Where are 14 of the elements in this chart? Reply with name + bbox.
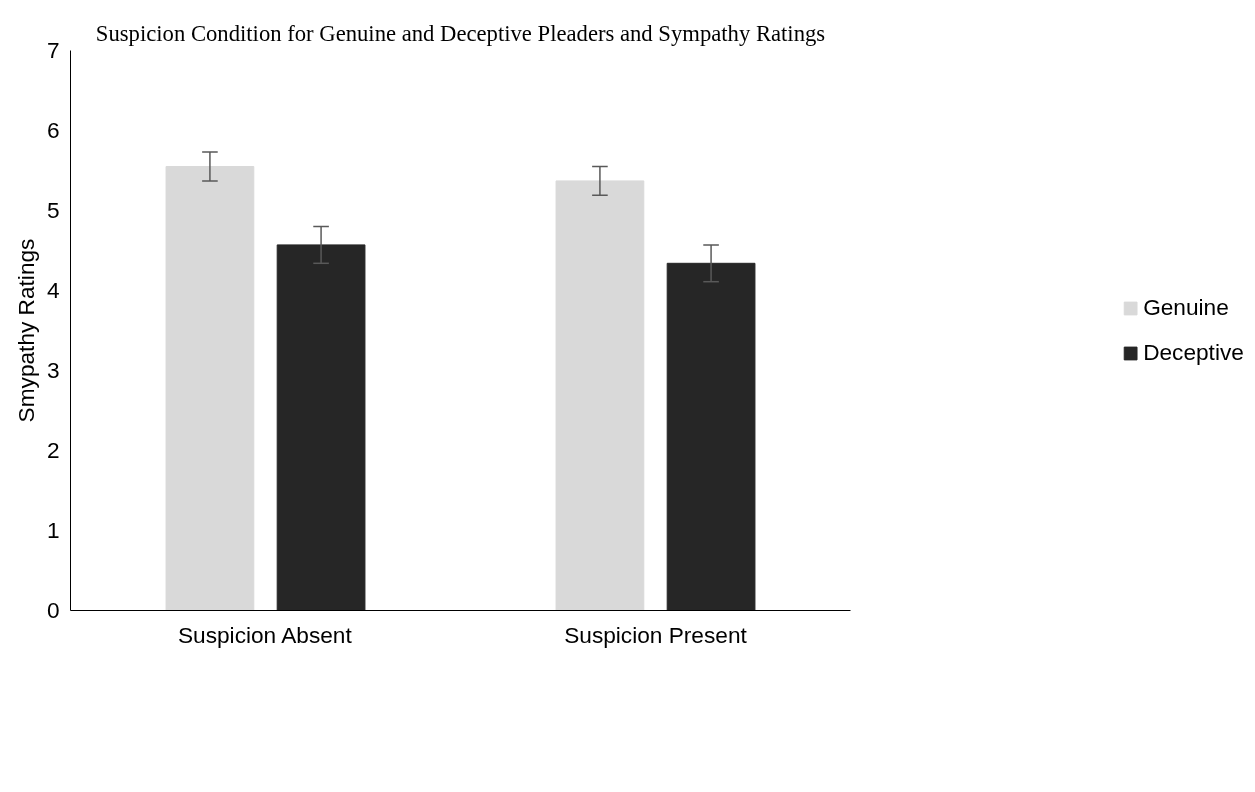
y-axis-title: Smypathy Ratings: [12, 238, 39, 423]
y-tick-label: 6: [46, 117, 60, 143]
y-tick-label: 3: [46, 357, 60, 383]
y-tick-label: 1: [46, 517, 60, 543]
legend-label: Genuine: [1143, 294, 1229, 321]
y-tick-label: 4: [46, 277, 60, 303]
y-tick-label: 5: [46, 197, 60, 223]
x-tick-label: Suspicion Absent: [177, 621, 353, 648]
y-tick-label: 7: [46, 37, 60, 63]
x-tick-label: Suspicion Present: [564, 621, 748, 648]
legend-label: Deceptive: [1143, 339, 1244, 366]
y-tick-label: 0: [46, 597, 60, 623]
y-tick-label: 2: [46, 437, 60, 463]
chart-title: Suspicion Condition for Genuine and Deceptive Pleaders and Sympathy Ratings: [95, 20, 826, 46]
